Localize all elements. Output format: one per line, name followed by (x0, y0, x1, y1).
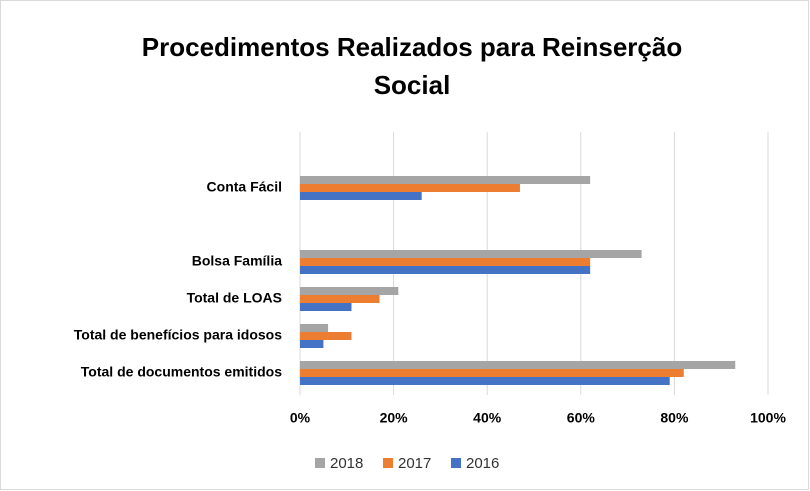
x-tick-label: 40% (473, 410, 502, 426)
bar (300, 192, 422, 200)
bar (300, 184, 520, 192)
legend-swatch (451, 458, 461, 468)
legend-swatch (383, 458, 393, 468)
bar (300, 266, 591, 274)
bar (300, 377, 670, 385)
x-tick-label: 80% (660, 410, 689, 426)
y-tick-label: Total de documentos emitidos (81, 364, 282, 380)
bar (300, 303, 352, 311)
legend-label: 2018 (330, 455, 363, 472)
y-tick-label: Total de benefícios para idosos (74, 327, 282, 343)
bar (300, 295, 380, 303)
bar (300, 258, 591, 266)
x-tick-label: 60% (567, 410, 596, 426)
y-tick-label: Bolsa Família (192, 253, 282, 269)
bar (300, 287, 399, 295)
bar (300, 176, 591, 184)
y-tick-label: Conta Fácil (207, 179, 282, 195)
bar (300, 340, 324, 348)
chart-title: Procedimentos Realizados para Reinserção… (141, 32, 683, 100)
x-tick-label: 0% (290, 410, 311, 426)
bar (300, 361, 736, 369)
x-tick-label: 100% (750, 410, 786, 426)
bar (300, 250, 642, 258)
legend-label: 2017 (398, 455, 431, 472)
legend-label: 2016 (466, 455, 499, 472)
bar (300, 332, 352, 340)
y-tick-label: Total de LOAS (187, 290, 282, 306)
legend-swatch (315, 458, 325, 468)
x-tick-label: 20% (380, 410, 409, 426)
bar (300, 324, 329, 332)
bar (300, 369, 684, 377)
